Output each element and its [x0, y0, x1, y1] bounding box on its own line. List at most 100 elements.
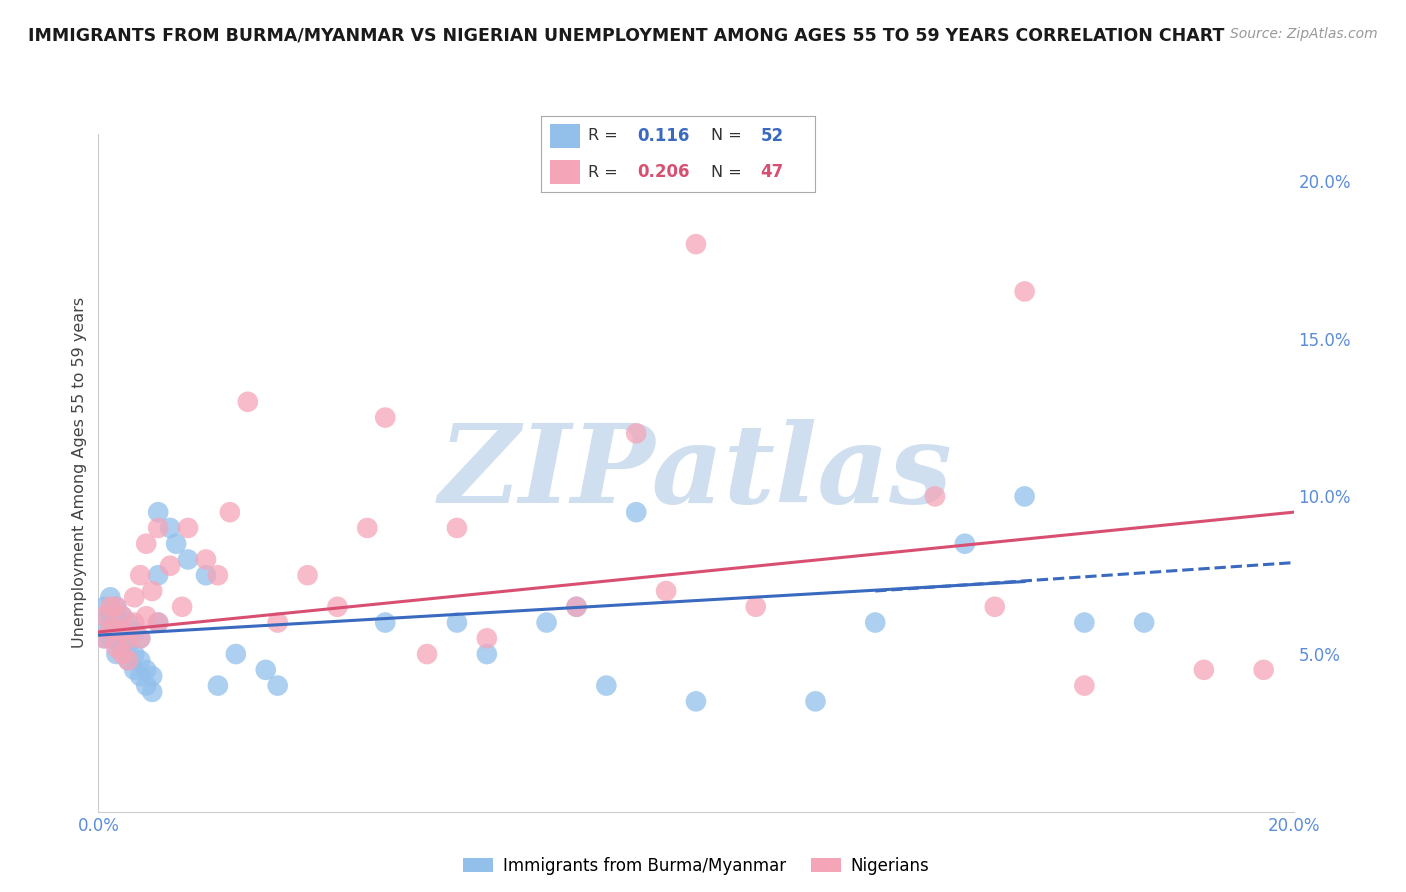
Point	[148, 615, 170, 630]
Point	[374, 615, 396, 630]
Y-axis label: Unemployment Among Ages 55 to 59 years: Unemployment Among Ages 55 to 59 years	[72, 297, 87, 648]
Point	[685, 237, 707, 252]
Point	[117, 615, 139, 630]
Point	[267, 679, 290, 693]
Bar	[550, 124, 579, 148]
Point	[148, 521, 170, 535]
Point	[177, 521, 200, 535]
Point	[326, 599, 349, 614]
Point	[236, 394, 259, 409]
Point	[100, 599, 122, 614]
Point	[100, 622, 122, 636]
Point	[626, 426, 648, 441]
Point	[124, 615, 146, 630]
Text: N =: N =	[711, 164, 742, 179]
Point	[804, 694, 827, 708]
Text: 0.116: 0.116	[637, 127, 690, 145]
Point	[219, 505, 242, 519]
Point	[135, 663, 157, 677]
Point	[105, 640, 128, 655]
Point	[100, 591, 122, 605]
Point	[141, 685, 163, 699]
Point	[111, 609, 134, 624]
Point	[159, 521, 181, 535]
Point	[1133, 615, 1156, 630]
Point	[267, 615, 290, 630]
Point	[984, 599, 1007, 614]
Point	[1253, 663, 1275, 677]
Point	[195, 568, 218, 582]
Point	[626, 505, 648, 519]
Text: IMMIGRANTS FROM BURMA/MYANMAR VS NIGERIAN UNEMPLOYMENT AMONG AGES 55 TO 59 YEARS: IMMIGRANTS FROM BURMA/MYANMAR VS NIGERIA…	[28, 27, 1225, 45]
Point	[117, 638, 139, 652]
Point	[416, 647, 439, 661]
Text: 0.206: 0.206	[637, 163, 690, 181]
Point	[105, 615, 128, 630]
Point	[1192, 663, 1215, 677]
Point	[117, 632, 139, 646]
Point	[117, 653, 139, 667]
Point	[475, 647, 498, 661]
Point	[172, 599, 194, 614]
Point	[207, 568, 229, 582]
Point	[595, 679, 617, 693]
Point	[356, 521, 378, 535]
Point	[111, 647, 134, 661]
Point	[1014, 285, 1036, 299]
Point	[135, 609, 157, 624]
Text: R =: R =	[588, 128, 617, 144]
Point	[129, 568, 152, 582]
Point	[105, 647, 128, 661]
Point	[111, 625, 134, 640]
Point	[111, 625, 134, 640]
Point	[100, 622, 122, 636]
Point	[1073, 615, 1095, 630]
Point	[165, 537, 187, 551]
Point	[159, 558, 181, 573]
Point	[254, 663, 277, 677]
Point	[129, 632, 152, 646]
Point	[865, 615, 887, 630]
Point	[129, 632, 152, 646]
Point	[105, 599, 128, 614]
Point	[148, 615, 170, 630]
Text: R =: R =	[588, 164, 617, 179]
Point	[124, 663, 146, 677]
Point	[685, 694, 707, 708]
Point	[565, 599, 588, 614]
Point	[655, 584, 678, 599]
Point	[148, 568, 170, 582]
Point	[565, 599, 588, 614]
Point	[135, 537, 157, 551]
Point	[93, 599, 115, 614]
Point	[148, 505, 170, 519]
Point	[536, 615, 558, 630]
Point	[475, 632, 498, 646]
Point	[111, 640, 134, 655]
Point	[953, 537, 976, 551]
Point	[195, 552, 218, 566]
Point	[93, 615, 115, 630]
Point	[297, 568, 319, 582]
Point	[446, 615, 468, 630]
Point	[105, 599, 128, 614]
Point	[93, 632, 115, 646]
Point	[924, 490, 946, 504]
Point	[105, 632, 128, 646]
Point	[141, 584, 163, 599]
Text: ZIPatlas: ZIPatlas	[439, 419, 953, 526]
Point	[141, 669, 163, 683]
Point	[1014, 490, 1036, 504]
Point	[93, 609, 115, 624]
Point	[446, 521, 468, 535]
Point	[105, 622, 128, 636]
Point	[1073, 679, 1095, 693]
Text: 52: 52	[761, 127, 783, 145]
Point	[100, 609, 122, 624]
Point	[117, 653, 139, 667]
Point	[129, 653, 152, 667]
Bar	[550, 160, 579, 185]
Point	[100, 632, 122, 646]
Point	[111, 609, 134, 624]
Point	[135, 679, 157, 693]
